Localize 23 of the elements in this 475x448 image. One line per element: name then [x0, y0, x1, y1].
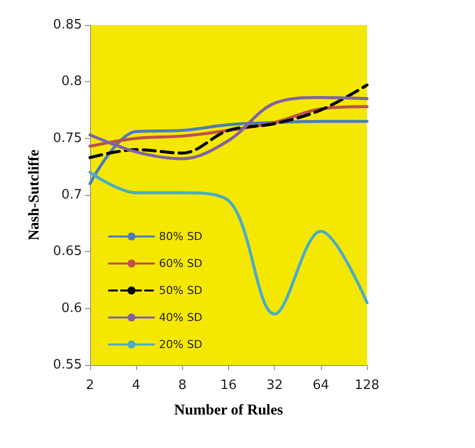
y-tick-label: 0.6	[61, 300, 82, 316]
x-tick-label: 64	[312, 378, 330, 393]
line-series	[88, 96, 368, 160]
y-tick-label: 0.75	[53, 130, 82, 146]
y-axis-title: Nash-Sutcliffe	[26, 149, 42, 240]
x-tick-label: 4	[132, 378, 140, 393]
x-axis-title: Number of Rules	[174, 402, 284, 418]
x-tick-label: 2	[86, 378, 94, 393]
legend-label: 60% SD	[159, 257, 202, 270]
x-tick-label: 16	[220, 378, 237, 393]
legend-label: 20% SD	[159, 338, 202, 351]
y-tick-label: 0.65	[53, 244, 82, 260]
y-tick-label: 0.8	[61, 74, 82, 90]
legend-label: 80% SD	[159, 230, 202, 243]
legend-label: 40% SD	[159, 311, 202, 324]
legend-label: 50% SD	[159, 284, 202, 297]
x-tick-label: 128	[354, 378, 380, 393]
y-tick-label: 0.7	[61, 188, 82, 202]
line-series	[88, 84, 368, 160]
x-tick-label: 8	[178, 378, 186, 393]
y-tick-label: 0.85	[53, 18, 82, 32]
y-tick-label: 0.55	[53, 358, 82, 372]
x-tick-label: 32	[266, 378, 283, 393]
